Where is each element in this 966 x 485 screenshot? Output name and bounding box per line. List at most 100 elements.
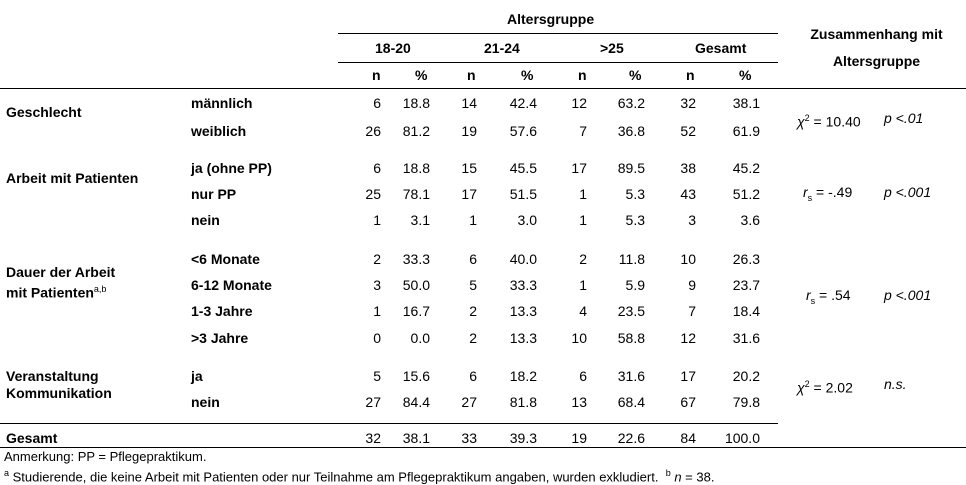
table-cell: 0 xyxy=(373,330,381,346)
cat-dauer-line2: mit Patientena,b xyxy=(6,284,107,301)
table-cell: 32 xyxy=(365,430,381,446)
table-cell: 31.6 xyxy=(732,330,760,346)
table-cell: 36.8 xyxy=(617,123,645,139)
table-cell: 2 xyxy=(373,251,381,267)
table-cell: 3.0 xyxy=(517,212,537,228)
table-cell: 5.3 xyxy=(625,186,645,202)
group-label-21-24: 21-24 xyxy=(484,40,520,56)
footnote-a-b: a Studierende, die keine Arbeit mit Pati… xyxy=(4,468,715,485)
table-cell: 1 xyxy=(579,186,587,202)
table-cell: 39.3 xyxy=(509,430,537,446)
col-n-4: n xyxy=(686,67,695,83)
table-cell: 50.0 xyxy=(402,277,430,293)
col-pct-1: % xyxy=(415,67,428,83)
stat-arbeit: rs = -.49 xyxy=(803,184,853,203)
table-cell: 15.6 xyxy=(402,368,430,384)
table-cell: 18.8 xyxy=(402,160,430,176)
table-cell: 58.8 xyxy=(617,330,645,346)
table-cell: 78.1 xyxy=(402,186,430,202)
cat-veranstaltung-line2: Kommunikation xyxy=(6,385,112,401)
table-cell: 33.3 xyxy=(509,277,537,293)
stat-arbeit-p: p <.001 xyxy=(884,184,932,200)
table-cell: 40.0 xyxy=(509,251,537,267)
stat-geschlecht: χ2 = 10.40 xyxy=(797,113,861,130)
footnote-anmerkung: Anmerkung: PP = Pflegepraktikum. xyxy=(4,449,207,464)
row-sublabel: ja (ohne PP) xyxy=(191,160,272,176)
stat-veranstaltung: χ2 = 2.02 xyxy=(797,379,853,396)
table-cell: 68.4 xyxy=(617,394,645,410)
row-sublabel: nur PP xyxy=(191,186,237,202)
table-cell: 27 xyxy=(461,394,477,410)
table-cell: 31.6 xyxy=(617,368,645,384)
table-cell: 1 xyxy=(579,277,587,293)
row-sublabel: männlich xyxy=(191,95,253,111)
table-cell: 33.3 xyxy=(402,251,430,267)
table-cell: 4 xyxy=(579,303,587,319)
table-cell: 6 xyxy=(373,160,381,176)
table-bottom-rule xyxy=(0,447,966,448)
row-sublabel: 1-3 Jahre xyxy=(191,303,253,319)
table-cell: 12 xyxy=(680,330,696,346)
corr-header-2: Altersgruppe xyxy=(832,53,921,69)
stat-dauer-p: p <.001 xyxy=(884,287,932,303)
col-n-1: n xyxy=(372,67,381,83)
row-sublabel: >3 Jahre xyxy=(191,330,249,346)
table-cell: 19 xyxy=(461,123,477,139)
table-cell: 18.2 xyxy=(509,368,537,384)
table-cell: 18.4 xyxy=(732,303,760,319)
table-cell: 17 xyxy=(571,160,587,176)
table-cell: 38.1 xyxy=(732,95,760,111)
table-cell: 6 xyxy=(469,251,477,267)
table-cell: 7 xyxy=(579,123,587,139)
table-cell: 3 xyxy=(688,212,696,228)
table-cell: 14 xyxy=(461,95,477,111)
table-cell: 38 xyxy=(680,160,696,176)
gesamt-rule xyxy=(0,423,778,424)
table-cell: 45.2 xyxy=(732,160,760,176)
table-cell: 11.8 xyxy=(618,251,645,267)
table-cell: 3.6 xyxy=(740,212,760,228)
table-cell: 20.2 xyxy=(732,368,760,384)
row-sublabel: ja xyxy=(191,368,203,384)
corr-header-1: Zusammenhang mit xyxy=(810,26,943,42)
header-bottom-rule xyxy=(0,88,966,89)
row-sublabel: nein xyxy=(191,394,220,410)
table-cell: 3 xyxy=(373,277,381,293)
table-cell: 1 xyxy=(373,212,381,228)
group-header-rule xyxy=(338,33,778,34)
table-cell: 9 xyxy=(688,277,696,293)
table-cell: 33 xyxy=(461,430,477,446)
table-cell: 51.2 xyxy=(732,186,760,202)
table-cell: 79.8 xyxy=(732,394,760,410)
table-cell: 5.3 xyxy=(625,212,645,228)
table-cell: 45.5 xyxy=(509,160,537,176)
table-cell: 38.1 xyxy=(402,430,430,446)
table-cell: 5 xyxy=(373,368,381,384)
table-cell: 81.2 xyxy=(402,123,430,139)
table-cell: 89.5 xyxy=(617,160,645,176)
table-cell: 81.8 xyxy=(509,394,537,410)
cat-geschlecht: Geschlecht xyxy=(6,104,82,120)
row-sublabel: 6-12 Monate xyxy=(191,277,272,293)
table-cell: 13 xyxy=(571,394,587,410)
table-cell: 43 xyxy=(680,186,696,202)
row-sublabel: <6 Monate xyxy=(191,251,260,267)
table-cell: 16.7 xyxy=(402,303,430,319)
table-cell: 42.4 xyxy=(509,95,537,111)
table-cell: 84 xyxy=(680,430,696,446)
table-cell: 100.0 xyxy=(724,430,760,446)
col-pct-4: % xyxy=(739,67,752,83)
table-cell: 5 xyxy=(469,277,477,293)
cat-dauer-line1: Dauer der Arbeit xyxy=(6,264,116,280)
table-cell: 61.9 xyxy=(732,123,760,139)
table-cell: 2 xyxy=(469,330,477,346)
table-cell: 25 xyxy=(365,186,381,202)
table-cell: 26 xyxy=(365,123,381,139)
table-cell: 1 xyxy=(469,212,477,228)
table-cell: 67 xyxy=(680,394,696,410)
table-cell: 19 xyxy=(571,430,587,446)
cat-arbeit: Arbeit mit Patienten xyxy=(6,170,139,186)
table-cell: 6 xyxy=(373,95,381,111)
table-cell: 2 xyxy=(579,251,587,267)
table-cell: 22.6 xyxy=(617,430,645,446)
